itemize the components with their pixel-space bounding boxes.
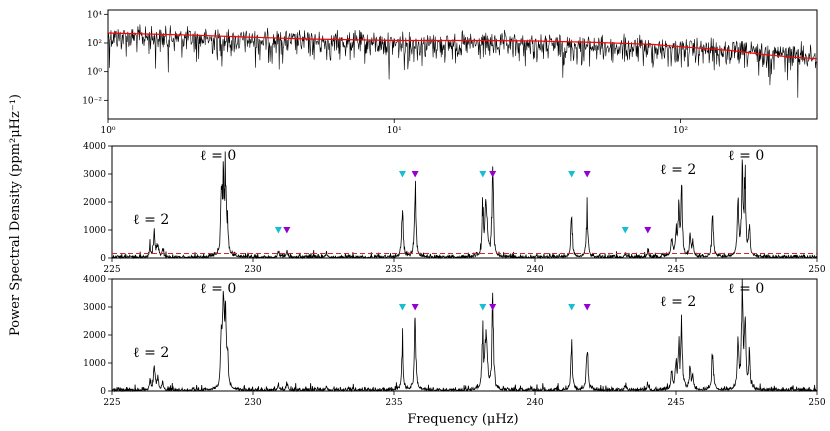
magenta-triangle-marker	[489, 171, 497, 178]
y-tick-label: 10⁻²	[82, 96, 102, 106]
y-tick-label: 10⁰	[87, 68, 102, 78]
panel-middle-markers	[274, 171, 652, 234]
y-tick-label: 10⁴	[87, 10, 102, 20]
panel-bottom-series	[111, 278, 818, 393]
annotation-l2-right: ℓ = 2	[660, 162, 696, 178]
x-tick-label: 10²	[673, 126, 688, 136]
panel-top-loglog: 10⁰ 10¹ 10² 10⁻² 10⁰ 10² 10⁴	[82, 9, 818, 136]
y-tick-label: 10²	[87, 39, 102, 49]
x-axis-label: Frequency (μHz)	[407, 412, 518, 427]
annotation-l0-right: ℓ = 0	[728, 148, 764, 164]
x-tick-label: 225	[103, 265, 120, 275]
annotation-l0-right-bottom: ℓ = 0	[728, 281, 764, 297]
x-tick-label: 230	[244, 265, 261, 275]
x-tick-label: 235	[385, 398, 402, 408]
x-tick-label: 245	[667, 265, 684, 275]
x-tick-label: 245	[667, 398, 684, 408]
y-tick-label: 0	[100, 387, 106, 397]
spectrum-series	[111, 278, 818, 393]
cyan-triangle-marker	[479, 171, 487, 178]
x-tick-label: 230	[244, 398, 261, 408]
magenta-triangle-marker	[411, 304, 419, 311]
magenta-triangle-marker	[411, 171, 419, 178]
panel-middle-spectrum: 225 230 235 240 245 250 0 1000 2000 3000 4000 ℓ = …	[83, 142, 826, 275]
panel-top-frame	[107, 9, 818, 120]
y-tick-label: 3000	[83, 303, 106, 313]
x-tick-label: 225	[103, 398, 120, 408]
panel-bottom-markers	[398, 304, 591, 311]
panel-middle-ticks: 225 230 235 240 245 250 0 1000 2000 3000 4000	[83, 142, 826, 275]
cyan-triangle-marker	[568, 304, 576, 311]
y-tick-label: 0	[100, 254, 106, 264]
y-tick-label: 3000	[83, 170, 106, 180]
panel-middle-series	[112, 151, 818, 260]
cyan-triangle-marker	[398, 304, 406, 311]
annotation-l2-left: ℓ = 2	[133, 212, 169, 228]
y-tick-label: 2000	[83, 198, 106, 208]
y-tick-label: 4000	[83, 142, 106, 152]
panel-top-series	[107, 24, 818, 98]
y-axis-label: Power Spectral Density (ppm²μHz⁻¹)	[8, 94, 23, 336]
magenta-triangle-marker	[489, 304, 497, 311]
magenta-triangle-marker	[583, 171, 591, 178]
x-tick-label: 240	[526, 265, 543, 275]
x-tick-label: 250	[808, 265, 825, 275]
magenta-triangle-marker	[644, 227, 652, 234]
x-tick-label: 10⁰	[100, 126, 115, 136]
psd-black-series	[107, 24, 818, 98]
cyan-triangle-marker	[398, 171, 406, 178]
y-tick-label: 4000	[83, 275, 106, 285]
cyan-triangle-marker	[568, 171, 576, 178]
annotation-l0-left-bottom: ℓ = 0	[200, 281, 236, 297]
annotation-l2-left-bottom: ℓ = 2	[133, 345, 169, 361]
x-tick-label: 235	[385, 265, 402, 275]
panel-top-ticks: 10⁰ 10¹ 10² 10⁻² 10⁰ 10² 10⁴	[82, 10, 688, 136]
magenta-triangle-marker	[583, 304, 591, 311]
x-tick-label: 240	[526, 398, 543, 408]
cyan-triangle-marker	[479, 304, 487, 311]
x-tick-label: 10¹	[387, 126, 402, 136]
panel-bottom-spectrum: 225 230 235 240 245 250 0 1000 2000 3000 4000 ℓ = …	[83, 275, 826, 408]
y-tick-label: 1000	[83, 359, 106, 369]
psd-smoothed-red-series	[107, 32, 818, 60]
panel-bottom-ticks: 225 230 235 240 245 250 0 1000 2000 3000 4000	[83, 275, 826, 408]
spectrum-series	[112, 151, 818, 260]
cyan-triangle-marker	[274, 227, 282, 234]
annotation-l2-right-bottom: ℓ = 2	[660, 294, 696, 310]
cyan-triangle-marker	[621, 227, 629, 234]
annotation-l0-left: ℓ = 0	[200, 148, 236, 164]
y-tick-label: 2000	[83, 331, 106, 341]
x-tick-label: 250	[808, 398, 825, 408]
magenta-triangle-marker	[283, 227, 291, 234]
y-tick-label: 1000	[83, 226, 106, 236]
